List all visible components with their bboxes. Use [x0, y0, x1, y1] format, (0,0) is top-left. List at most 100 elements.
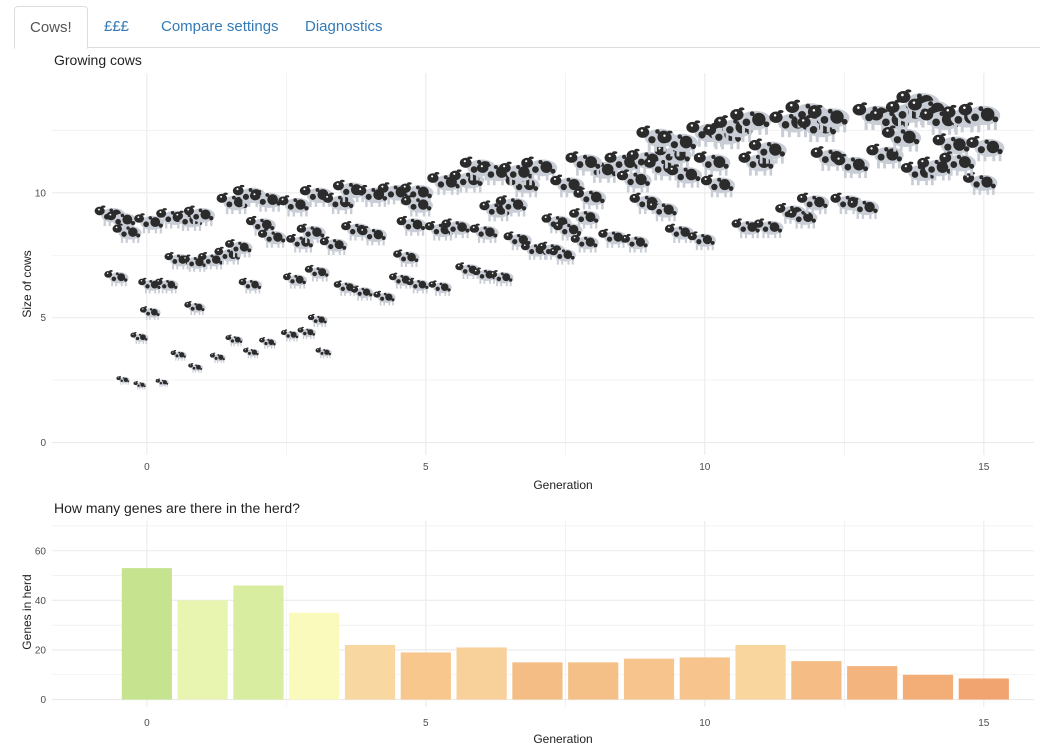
tab-bar: Cows! £££ Compare settings Diagnostics — [14, 6, 1040, 49]
bar-x-tick-label: 0 — [144, 718, 150, 729]
cow-point — [565, 151, 603, 176]
cow-point — [428, 280, 452, 296]
cow-point — [249, 190, 283, 212]
bar-y-tick-label: 0 — [40, 695, 46, 706]
scatter-x-tick-label: 5 — [423, 462, 429, 473]
cow-point — [753, 218, 784, 239]
cow-point — [659, 130, 698, 157]
cow-point — [406, 277, 430, 294]
cow-point — [958, 102, 1001, 130]
cow-point — [573, 187, 607, 210]
bar-y-axis-title: Genes in herd — [20, 574, 34, 649]
cow-point — [307, 313, 328, 328]
cow-point — [358, 226, 388, 246]
cow-point — [396, 215, 427, 236]
tab-compare-settings[interactable]: Compare settings — [161, 18, 279, 35]
cow-point — [304, 264, 330, 282]
cow-point — [225, 239, 253, 258]
cow-point — [833, 153, 870, 179]
scatter-x-tick-label: 10 — [699, 462, 711, 473]
cow-point — [104, 270, 129, 287]
scatter-y-axis-title: Size of cows — [20, 250, 34, 317]
cow-point — [373, 290, 396, 306]
cow-point — [184, 301, 206, 316]
gene-count-bar — [400, 652, 451, 700]
gene-count-bar — [344, 645, 396, 700]
scatter-x-tick-label: 0 — [144, 462, 150, 473]
gene-count-bar — [233, 585, 284, 700]
cow-point — [238, 277, 263, 294]
cow-point — [786, 208, 818, 229]
cow-point — [116, 375, 130, 385]
cow-point — [278, 195, 311, 217]
cow-point — [214, 246, 242, 265]
gene-count-bar — [679, 657, 730, 700]
cow-point — [441, 218, 472, 239]
cow-point — [257, 228, 287, 248]
cow-point — [687, 231, 717, 251]
cow-point — [570, 233, 599, 253]
cow-point — [939, 151, 976, 176]
cow-point — [693, 151, 731, 176]
bar-x-tick-label: 5 — [423, 718, 429, 729]
cow-point — [569, 208, 600, 229]
cow-point — [280, 329, 300, 342]
cow-point — [170, 350, 187, 361]
gene-count-bar — [791, 661, 842, 700]
cow-point — [225, 334, 244, 347]
cow-point — [130, 331, 149, 344]
cow-point — [197, 251, 225, 270]
cow-point — [393, 249, 420, 267]
tab-money[interactable]: £££ — [104, 18, 130, 35]
cow-point — [133, 381, 147, 390]
cow-point — [616, 169, 652, 193]
cow-point — [866, 143, 904, 169]
bar-x-axis-title: Generation — [533, 732, 592, 746]
bar-chart-title: How many genes are there in the herd? — [54, 500, 300, 516]
cow-point — [243, 347, 260, 359]
cow-point — [503, 231, 532, 251]
cow-point — [966, 135, 1005, 162]
scatter-y-tick-label: 10 — [35, 188, 47, 199]
gene-count-bar — [121, 568, 172, 700]
cow-point — [730, 107, 772, 135]
gene-count-bar — [958, 678, 1009, 700]
cow-point — [319, 236, 348, 255]
tab-cows[interactable]: Cows! — [14, 6, 88, 49]
cow-point — [400, 182, 434, 205]
tab-diagnostics[interactable]: Diagnostics — [305, 18, 383, 35]
scatter-x-tick-label: 15 — [978, 462, 990, 473]
scatter-chart-title: Growing cows — [54, 52, 142, 68]
cow-point — [748, 138, 787, 164]
gene-count-bar — [568, 662, 619, 700]
cow-point — [296, 223, 326, 243]
gene-count-bar — [735, 645, 786, 700]
gene-count-bar — [512, 662, 563, 700]
cow-point — [154, 277, 179, 294]
cow-point — [112, 223, 142, 243]
cow-point — [666, 164, 703, 188]
scatter-x-axis-title: Generation — [533, 478, 592, 492]
cow-point — [598, 228, 627, 248]
cow-point — [808, 104, 850, 133]
cow-point — [472, 267, 497, 284]
cow-point — [489, 270, 514, 287]
bar-y-tick-label: 20 — [35, 645, 47, 656]
gene-count-bar — [902, 674, 954, 700]
cow-point — [282, 272, 308, 289]
gene-count-bar — [456, 647, 507, 700]
cow-point — [646, 200, 679, 222]
cow-point — [847, 197, 880, 219]
cow-point — [245, 215, 276, 236]
cow-point — [297, 326, 316, 340]
gene-count-bar — [623, 658, 675, 700]
cow-point — [932, 133, 972, 159]
gene-count-bar — [847, 666, 898, 700]
cow-point — [134, 213, 165, 234]
cow-point — [620, 233, 649, 253]
cow-point — [796, 192, 830, 215]
cow-point — [549, 246, 576, 265]
cow-scatter-chart: 0 5 10 15 0 5 10 Generation Size of cows — [20, 73, 1034, 492]
bar-x-tick-label: 10 — [699, 718, 711, 729]
